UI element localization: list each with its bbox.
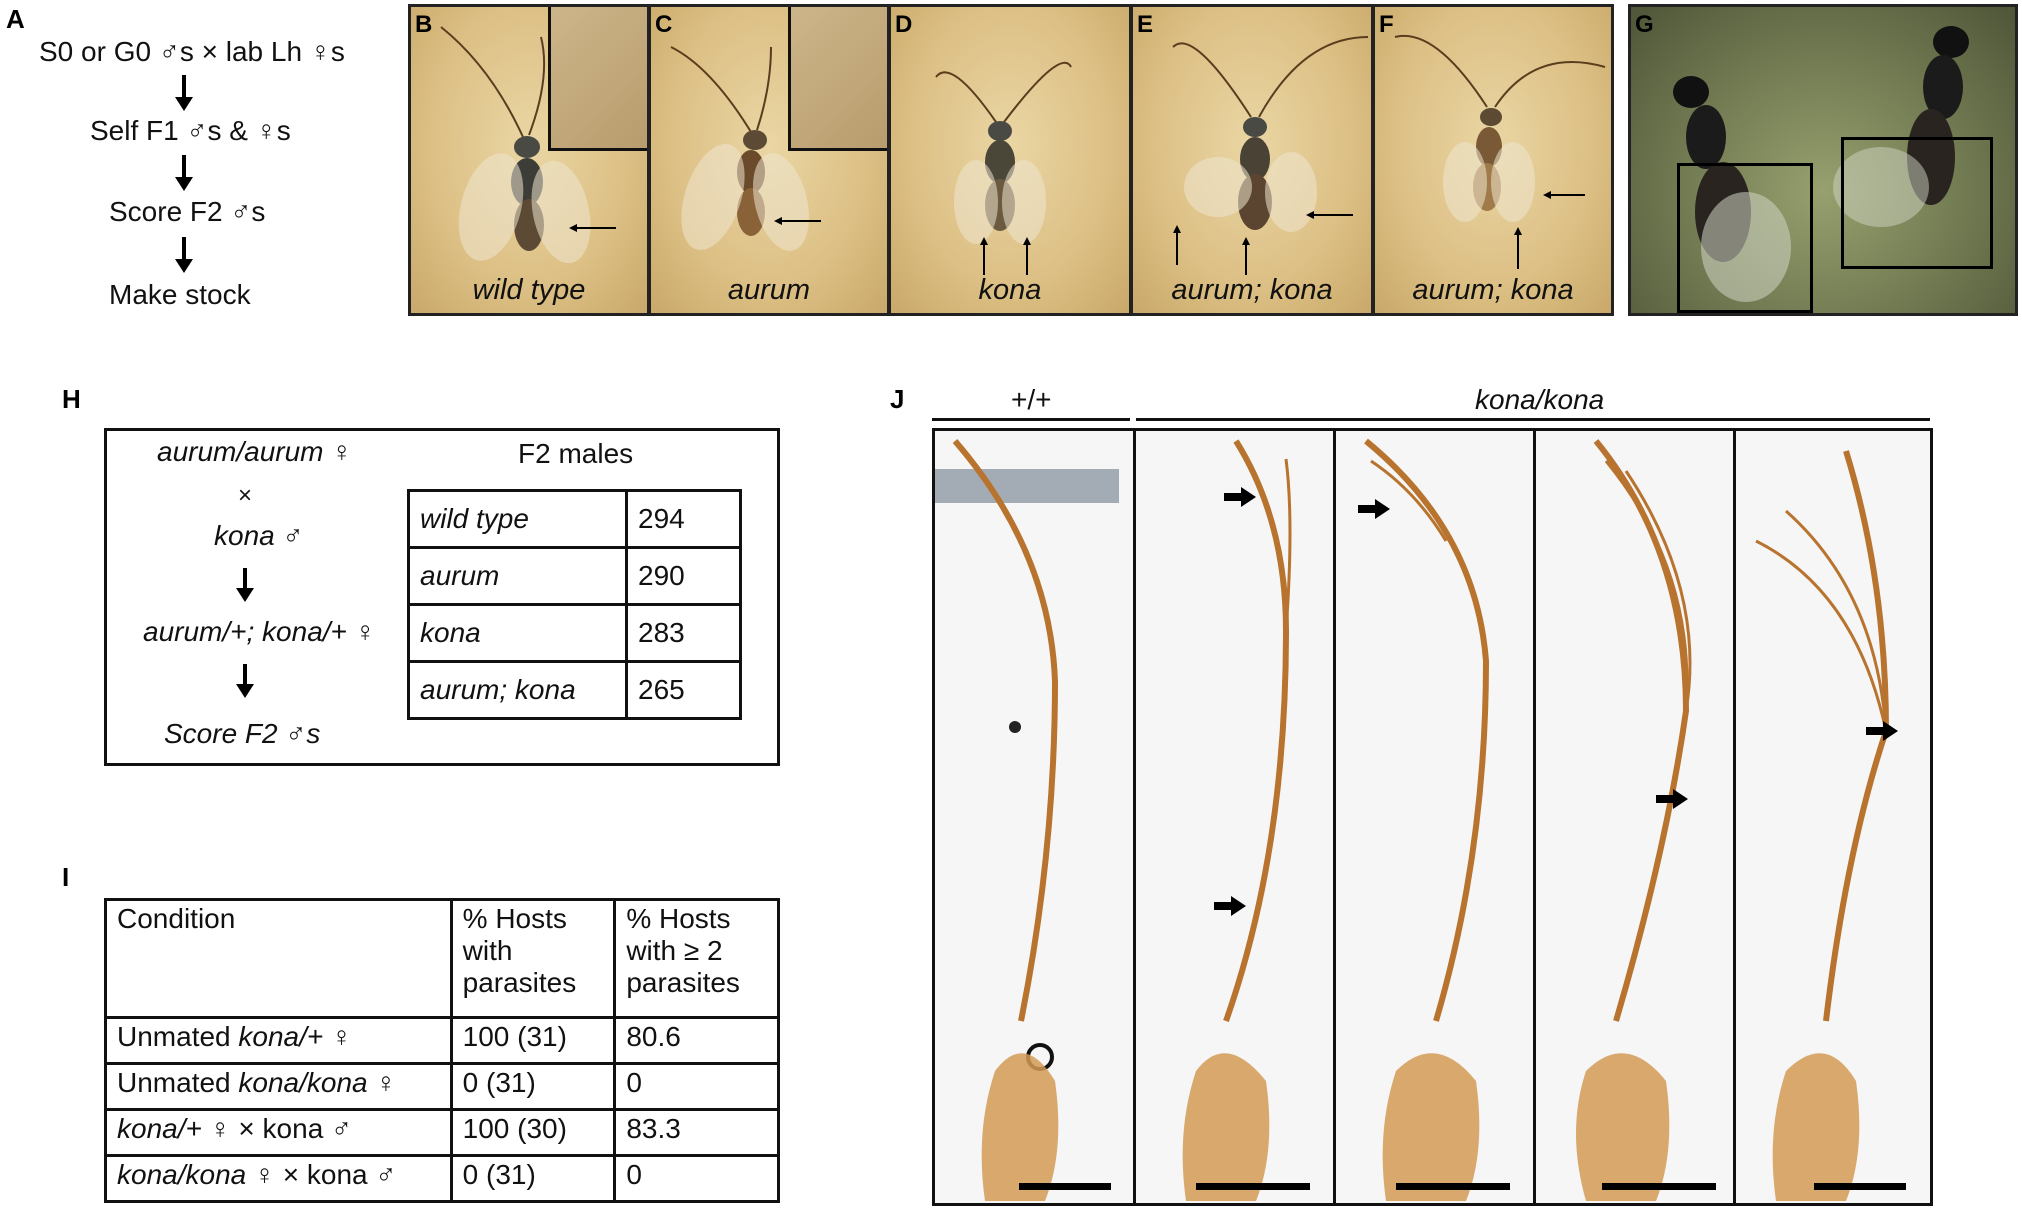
count-cell: 290 (625, 546, 742, 606)
photo-caption: aurum; kona (1171, 274, 1333, 306)
wasp-illustration (935, 61, 1072, 275)
genotype-cell: kona (407, 603, 628, 663)
header-hosts-two-parasites: % Hosts with ≥ 2 parasites (613, 898, 780, 1019)
table-row: Unmated kona/kona ♀ 0 (31) 0 (104, 1062, 780, 1111)
header-hosts-with-parasites: % Hosts with parasites (449, 898, 617, 1019)
table-row: kona 283 (407, 603, 742, 663)
photo-panel-wild-type: B wild type (408, 4, 650, 316)
wasp-illustration (670, 46, 821, 251)
photo-caption: aurum; kona (1412, 274, 1574, 306)
antenna-illustration (935, 439, 1119, 1201)
flow-step-4: Make stock (109, 279, 251, 310)
photo-caption: kona (978, 274, 1042, 306)
antenna-panel-kona-1 (1133, 428, 1336, 1206)
photo-caption: aurum (727, 274, 811, 306)
scale-bar (1196, 1183, 1310, 1190)
table-row: kona/+ ♀ × kona ♂ 100 (30) 83.3 (104, 1108, 780, 1157)
cross-score: Score F2 ♂s (164, 718, 321, 749)
flow-arrow-1 (175, 75, 193, 111)
table-row: aurum 290 (407, 546, 742, 606)
condition-cell: Unmated kona/kona ♀ (104, 1062, 453, 1111)
antenna-panel-kona-4 (1733, 428, 1933, 1206)
photo-sublabel: G (1635, 11, 1654, 38)
count-cell: 265 (625, 660, 742, 720)
photo-panel-aurum-kona-2: F aurum; kona (1372, 4, 1614, 316)
photo-caption: wild type (472, 274, 586, 306)
genotype-cell: aurum (407, 546, 628, 606)
photo-panel-g: G (1628, 4, 2018, 316)
genotype-label-wild-type: +/+ (1011, 384, 1052, 415)
panel-label-h: H (62, 384, 81, 414)
antenna-panel-kona-2 (1333, 428, 1536, 1206)
table-row: aurum; kona 265 (407, 660, 742, 720)
flow-step-2: Self F1 ♂s & ♀s (90, 115, 291, 146)
scale-bar (1814, 1183, 1906, 1190)
table-row: kona/kona ♀ × kona ♂ 0 (31) 0 (104, 1154, 780, 1203)
flow-arrow-3 (175, 237, 193, 273)
scale-bar (1396, 1183, 1510, 1190)
antenna-illustration (1358, 438, 1490, 1201)
condition-cell: kona/+ ♀ × kona ♂ (104, 1108, 453, 1157)
wasp-illustration (1394, 34, 1606, 269)
photo-sublabel: B (415, 11, 433, 38)
group-bar-kona (1136, 418, 1930, 421)
genotype-label-kona: kona/kona (1475, 384, 1605, 415)
table-row: Unmated kona/+ ♀ 100 (31) 80.6 (104, 1016, 780, 1065)
value-cell: 0 (613, 1154, 780, 1203)
cross-parent-female: aurum/aurum ♀ (157, 436, 353, 467)
genotype-cell: aurum; kona (407, 660, 628, 720)
photo-sublabel: D (895, 11, 913, 38)
condition-cell: kona/kona ♀ × kona ♂ (104, 1154, 453, 1203)
cross-parent-male: kona ♂ (214, 520, 304, 551)
panel-label-i: I (62, 862, 70, 892)
antenna-illustration (1182, 439, 1292, 1201)
photo-panel-aurum: C aurum (648, 4, 890, 316)
count-cell: 294 (625, 489, 742, 549)
table-row: wild type 294 (407, 489, 742, 549)
value-cell: 0 (31) (449, 1154, 617, 1203)
photo-sublabel: E (1137, 11, 1154, 38)
value-cell: 100 (30) (449, 1108, 617, 1157)
antenna-panel-wild-type (932, 428, 1136, 1206)
photo-panel-aurum-kona-1: E aurum; kona (1130, 4, 1374, 316)
antenna-illustration (1755, 450, 1898, 1201)
photo-sublabel: F (1379, 11, 1394, 38)
cross-arrow-2 (236, 664, 254, 698)
value-cell: 83.3 (613, 1108, 780, 1157)
wasp-illustration (440, 26, 616, 264)
scale-bar (1019, 1183, 1111, 1190)
cross-f1-female: aurum/+; kona/+ ♀ (143, 616, 376, 647)
condition-cell: Unmated kona/+ ♀ (104, 1016, 453, 1065)
f2-table: wild type 294 aurum 290 kona 283 aurum; kon… (407, 489, 742, 720)
wasp-illustration (1673, 26, 1969, 302)
panel-label-j: J (890, 384, 905, 414)
group-bar-wild-type (932, 418, 1130, 421)
flow-step-3: Score F2 ♂s (109, 196, 266, 227)
cross-arrow-1 (236, 568, 254, 602)
photo-panel-kona: D kona (888, 4, 1132, 316)
photo-sublabel: C (655, 11, 673, 38)
value-cell: 0 (31) (449, 1062, 617, 1111)
wing-highlight-box (1677, 163, 1813, 313)
parasite-table: Condition % Hosts with parasites % Hosts… (104, 898, 780, 1203)
flow-arrow-2 (175, 155, 193, 191)
wasp-illustration (1172, 36, 1369, 275)
scale-bar (1602, 1183, 1716, 1190)
wing-inset (788, 7, 887, 151)
count-cell: 283 (625, 603, 742, 663)
value-cell: 80.6 (613, 1016, 780, 1065)
wing-inset (548, 7, 647, 151)
antenna-panel-kona-3 (1533, 428, 1736, 1206)
wing-highlight-box (1841, 137, 1993, 269)
panel-label-a: A (6, 4, 25, 34)
value-cell: 0 (613, 1062, 780, 1111)
genotype-cell: wild type (407, 489, 628, 549)
flow-step-1: S0 or G0 ♂s × lab Lh ♀s (39, 36, 345, 67)
value-cell: 100 (31) (449, 1016, 617, 1065)
antenna-illustration (1576, 439, 1692, 1201)
header-condition: Condition (104, 898, 453, 1019)
f2-table-title: F2 males (518, 438, 634, 469)
cross-symbol: × (238, 482, 253, 509)
table-header-row: Condition % Hosts with parasites % Hosts… (104, 898, 780, 1019)
